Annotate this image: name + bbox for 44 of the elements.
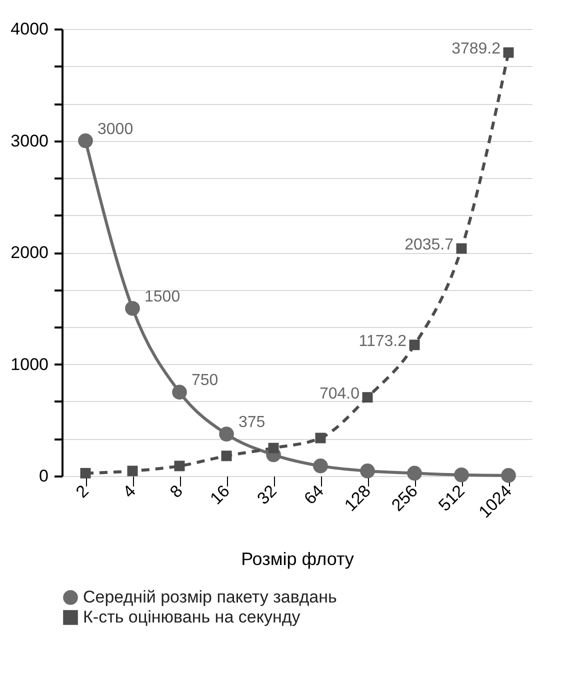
x-axis-title: Розмір флоту	[241, 548, 354, 569]
point	[360, 464, 375, 478]
x-tick-label: 16	[206, 481, 234, 508]
data-label: 750	[192, 372, 218, 390]
point	[221, 450, 232, 462]
y-tick-label: 4000	[10, 20, 48, 38]
point	[268, 442, 279, 454]
point	[362, 392, 373, 403]
point	[501, 468, 516, 483]
point	[503, 47, 514, 58]
x-tick-label: 8	[166, 481, 186, 502]
data-label: 2035.7	[404, 236, 454, 254]
point	[219, 426, 234, 442]
point	[78, 133, 93, 148]
legend-label: Середній розмір пакету завдань	[83, 588, 337, 606]
y-tick-label: 1000	[10, 354, 48, 374]
point	[315, 432, 326, 444]
data-label: 375	[238, 414, 266, 432]
point	[456, 243, 467, 254]
point	[454, 467, 469, 482]
point	[80, 468, 91, 478]
point	[407, 466, 422, 481]
data-label: 1173.2	[358, 332, 407, 350]
x-tick-label: 512	[434, 481, 468, 515]
data-label: 704.0	[319, 385, 360, 402]
x-tick-label: 128	[340, 481, 374, 515]
point	[174, 460, 185, 472]
x-tick-label: 256	[388, 481, 422, 515]
x-tick-label: 32	[254, 481, 280, 508]
y-tick-label: 0	[39, 466, 48, 486]
data-label: 3789.2	[452, 40, 501, 58]
point	[409, 340, 420, 350]
point	[313, 458, 328, 474]
legend-label: К-сть оцінювань на секунду	[83, 608, 301, 626]
x-tick-label: 2	[72, 481, 92, 502]
x-tick-label: 64	[300, 481, 328, 508]
point	[127, 466, 138, 476]
point	[172, 384, 187, 400]
data-label: 1500	[144, 288, 180, 306]
y-tick-label: 2000	[10, 243, 48, 262]
point	[125, 300, 140, 316]
y-tick-label: 3000	[10, 131, 48, 150]
data-label: 3000	[98, 120, 134, 138]
x-tick-label: 4	[119, 481, 140, 502]
